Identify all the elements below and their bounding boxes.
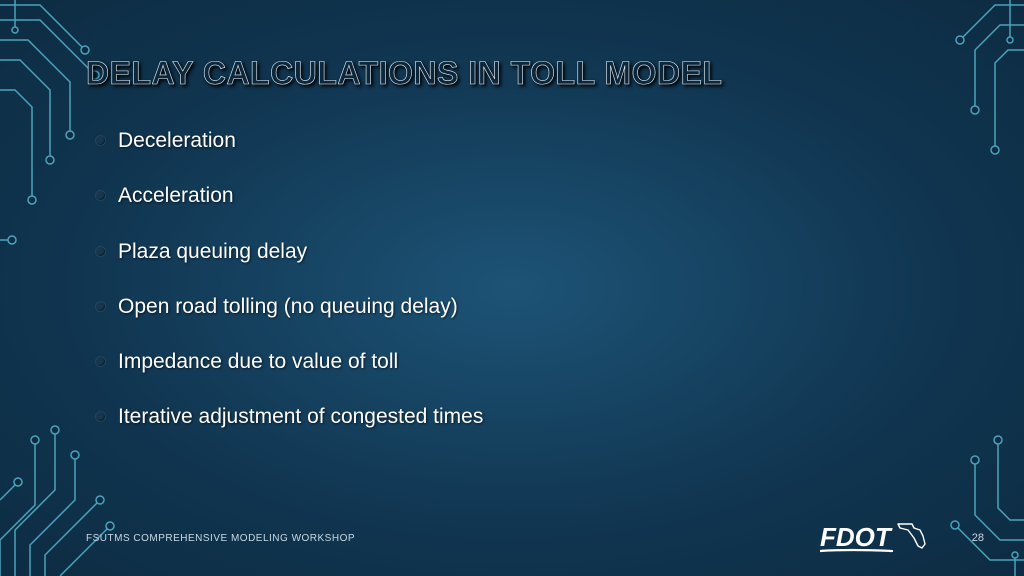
bullet-list: Deceleration Acceleration Plaza queuing … xyxy=(96,128,944,460)
bullet-text: Acceleration xyxy=(118,184,234,207)
bullet-item: Open road tolling (no queuing delay) xyxy=(96,294,944,320)
slide-title: DELAY CALCULATIONS IN TOLL MODEL xyxy=(86,52,886,104)
title-text: DELAY CALCULATIONS IN TOLL MODEL xyxy=(86,55,722,91)
bullet-item: Plaza queuing delay xyxy=(96,239,944,265)
bullet-text: Open road tolling (no queuing delay) xyxy=(118,295,458,318)
svg-text:FDOT: FDOT xyxy=(820,522,893,552)
bullet-item: Acceleration xyxy=(96,183,944,209)
slide: DELAY CALCULATIONS IN TOLL MODEL Deceler… xyxy=(0,0,1024,576)
bullet-text: Impedance due to value of toll xyxy=(118,350,398,373)
bullet-text: Iterative adjustment of congested times xyxy=(118,405,483,428)
footer-text: FSUTMS COMPREHENSIVE MODELING WORKSHOP xyxy=(86,533,355,544)
bullet-item: Impedance due to value of toll xyxy=(96,349,944,375)
bullet-item: Iterative adjustment of congested times xyxy=(96,404,944,430)
bullet-text: Deceleration xyxy=(118,129,236,152)
bullet-item: Deceleration xyxy=(96,128,944,154)
bullet-text: Plaza queuing delay xyxy=(118,240,307,263)
fdot-logo: FDOT xyxy=(820,516,930,556)
page-number: 28 xyxy=(972,532,984,544)
